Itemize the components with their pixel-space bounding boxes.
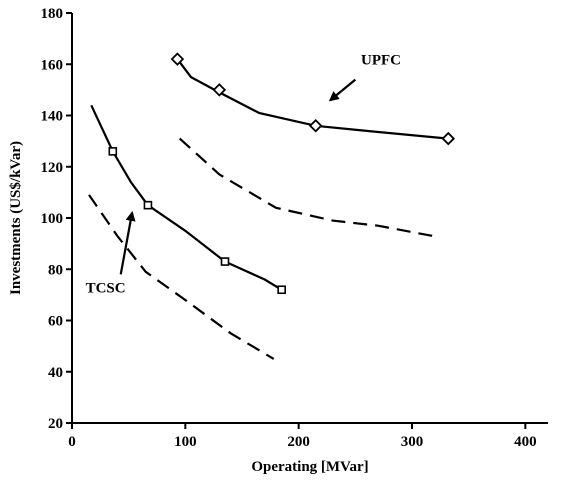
series-0 bbox=[170, 52, 456, 146]
annotation-label: UPFC bbox=[361, 52, 401, 68]
data-point-square bbox=[108, 147, 118, 156]
x-tick-label: 200 bbox=[287, 434, 310, 450]
axes: 20 40 60 80 100 120 140 160 180 0 100 200 300 400 bbox=[41, 6, 548, 450]
data-point-square bbox=[143, 200, 153, 210]
annotation-arrow bbox=[119, 210, 136, 275]
series-line bbox=[178, 137, 433, 237]
data-point-square bbox=[277, 285, 286, 295]
series-line bbox=[88, 194, 275, 360]
x-tick-label: 100 bbox=[174, 434, 197, 450]
x-tick-label: 0 bbox=[68, 434, 76, 450]
y-tick-label: 60 bbox=[48, 314, 63, 330]
data-point-diamond bbox=[441, 131, 456, 146]
data-point-diamond bbox=[212, 83, 227, 97]
y-tick-label: 20 bbox=[48, 416, 63, 432]
annotation-arrow bbox=[328, 78, 357, 102]
y-tick-label: 180 bbox=[41, 6, 64, 22]
series-line bbox=[176, 58, 449, 140]
x-axis-label: Operating [MVar] bbox=[251, 459, 368, 475]
data-point-diamond bbox=[308, 118, 323, 133]
annotation-layer: UPFC TCSC bbox=[86, 52, 401, 296]
series-layer bbox=[88, 52, 456, 360]
x-tick-label: 300 bbox=[401, 434, 424, 450]
x-tick-label: 400 bbox=[514, 434, 537, 450]
y-axis-label: Investments (US$/kVar) bbox=[8, 141, 24, 295]
y-tick-label: 160 bbox=[41, 57, 64, 73]
series-2 bbox=[90, 104, 286, 295]
y-tick-label: 100 bbox=[41, 211, 64, 227]
series-3 bbox=[88, 194, 275, 360]
y-tick-label: 80 bbox=[48, 262, 63, 278]
series-1 bbox=[178, 137, 433, 237]
y-tick-label: 140 bbox=[41, 109, 64, 125]
annotation-label: TCSC bbox=[86, 280, 126, 296]
data-point-diamond bbox=[170, 52, 185, 66]
data-point-square bbox=[220, 257, 230, 266]
series-line bbox=[90, 104, 283, 291]
y-tick-label: 40 bbox=[48, 365, 63, 381]
y-tick-label: 120 bbox=[41, 160, 64, 176]
